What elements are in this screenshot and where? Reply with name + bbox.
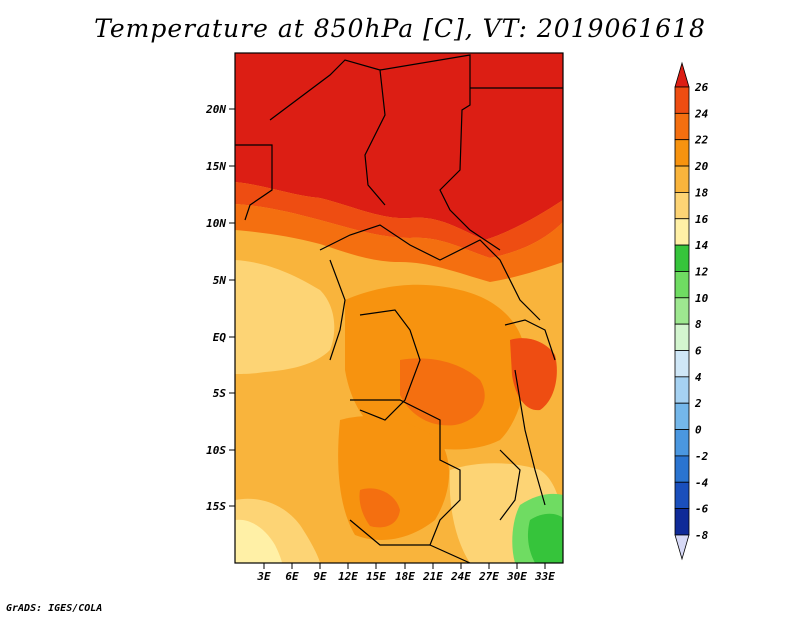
lon-label: 12E	[338, 570, 358, 583]
lon-label: 9E	[313, 570, 327, 583]
temperature-field	[235, 53, 563, 563]
colorbar-segment	[674, 191, 690, 220]
lat-label: 15N	[206, 160, 226, 173]
lat-label: 20N	[205, 103, 226, 116]
colorbar-segment	[674, 323, 690, 351]
colorbar-segment	[674, 481, 690, 510]
country-borders	[235, 54, 563, 563]
colorbar-label: -4	[695, 476, 709, 489]
colorbar-under-triangle	[674, 534, 690, 561]
colorbar-segment	[674, 402, 690, 430]
colorbar-label: 16	[695, 213, 709, 226]
colorbar-label: 10	[695, 292, 709, 305]
colorbar-label: 6	[695, 345, 702, 358]
colorbar-label: 4	[695, 371, 702, 384]
colorbar-segment	[674, 297, 690, 325]
lat-label: 5S	[213, 387, 227, 400]
lon-label: 24E	[450, 570, 471, 583]
lat-label: 15S	[206, 500, 226, 513]
colorbar-segment	[674, 455, 690, 483]
lon-label: 21E	[422, 570, 443, 583]
colorbar-segment	[674, 112, 690, 141]
colorbar-segment	[674, 86, 690, 114]
lat-label: 5N	[213, 274, 227, 287]
colorbar-label: 18	[695, 186, 709, 199]
colorbar-label: 2	[694, 397, 702, 410]
lon-label: 15E	[366, 570, 386, 583]
map-frame	[234, 52, 564, 564]
colorbar-label: 26	[694, 81, 709, 94]
colorbar-label: 20	[694, 160, 709, 173]
colorbar-segment	[674, 244, 690, 272]
colorbar-over-triangle	[674, 61, 690, 88]
colorbar-segment	[674, 218, 690, 246]
colorbar-segment	[674, 165, 690, 193]
colorbar-label: -6	[695, 503, 709, 516]
latitude-axis: 20N 15N 10N 5N EQ 5S 10S 15S	[205, 103, 235, 513]
lat-label: 10N	[206, 217, 226, 230]
colorbar-label: -8	[695, 529, 709, 542]
lon-label: 30E	[506, 570, 527, 583]
colorbar-label: 0	[695, 424, 702, 437]
colorbar-label: 8	[695, 318, 702, 331]
colorbar-label: 14	[695, 239, 709, 252]
colorbar-segment	[674, 350, 690, 378]
lat-label: EQ	[213, 331, 227, 344]
colorbar-segment	[674, 376, 690, 404]
colorbar-segment	[674, 271, 690, 299]
colorbar-label: -2	[695, 450, 709, 463]
lon-label: 18E	[395, 570, 415, 583]
longitude-axis: 3E 6E 9E 12E 15E 18E 21E 24E 27E 30E 33E	[256, 563, 555, 583]
grads-credit: GrADS: IGES/COLA	[6, 603, 103, 614]
lat-label: 10S	[206, 444, 226, 457]
colorbar-label: 24	[694, 107, 709, 120]
lon-label: 6E	[285, 570, 299, 583]
lon-label: 27E	[478, 570, 499, 583]
lon-label: 33E	[534, 570, 555, 583]
colorbar-segment	[674, 508, 690, 536]
colorbar-label: 12	[695, 265, 709, 278]
lon-label: 3E	[256, 570, 271, 583]
colorbar-segment	[674, 139, 690, 167]
colorbar-segment	[674, 429, 690, 457]
colorbar-label: 22	[694, 134, 709, 147]
map-title: Temperature at 850hPa [C], VT: 201906161…	[94, 14, 706, 43]
